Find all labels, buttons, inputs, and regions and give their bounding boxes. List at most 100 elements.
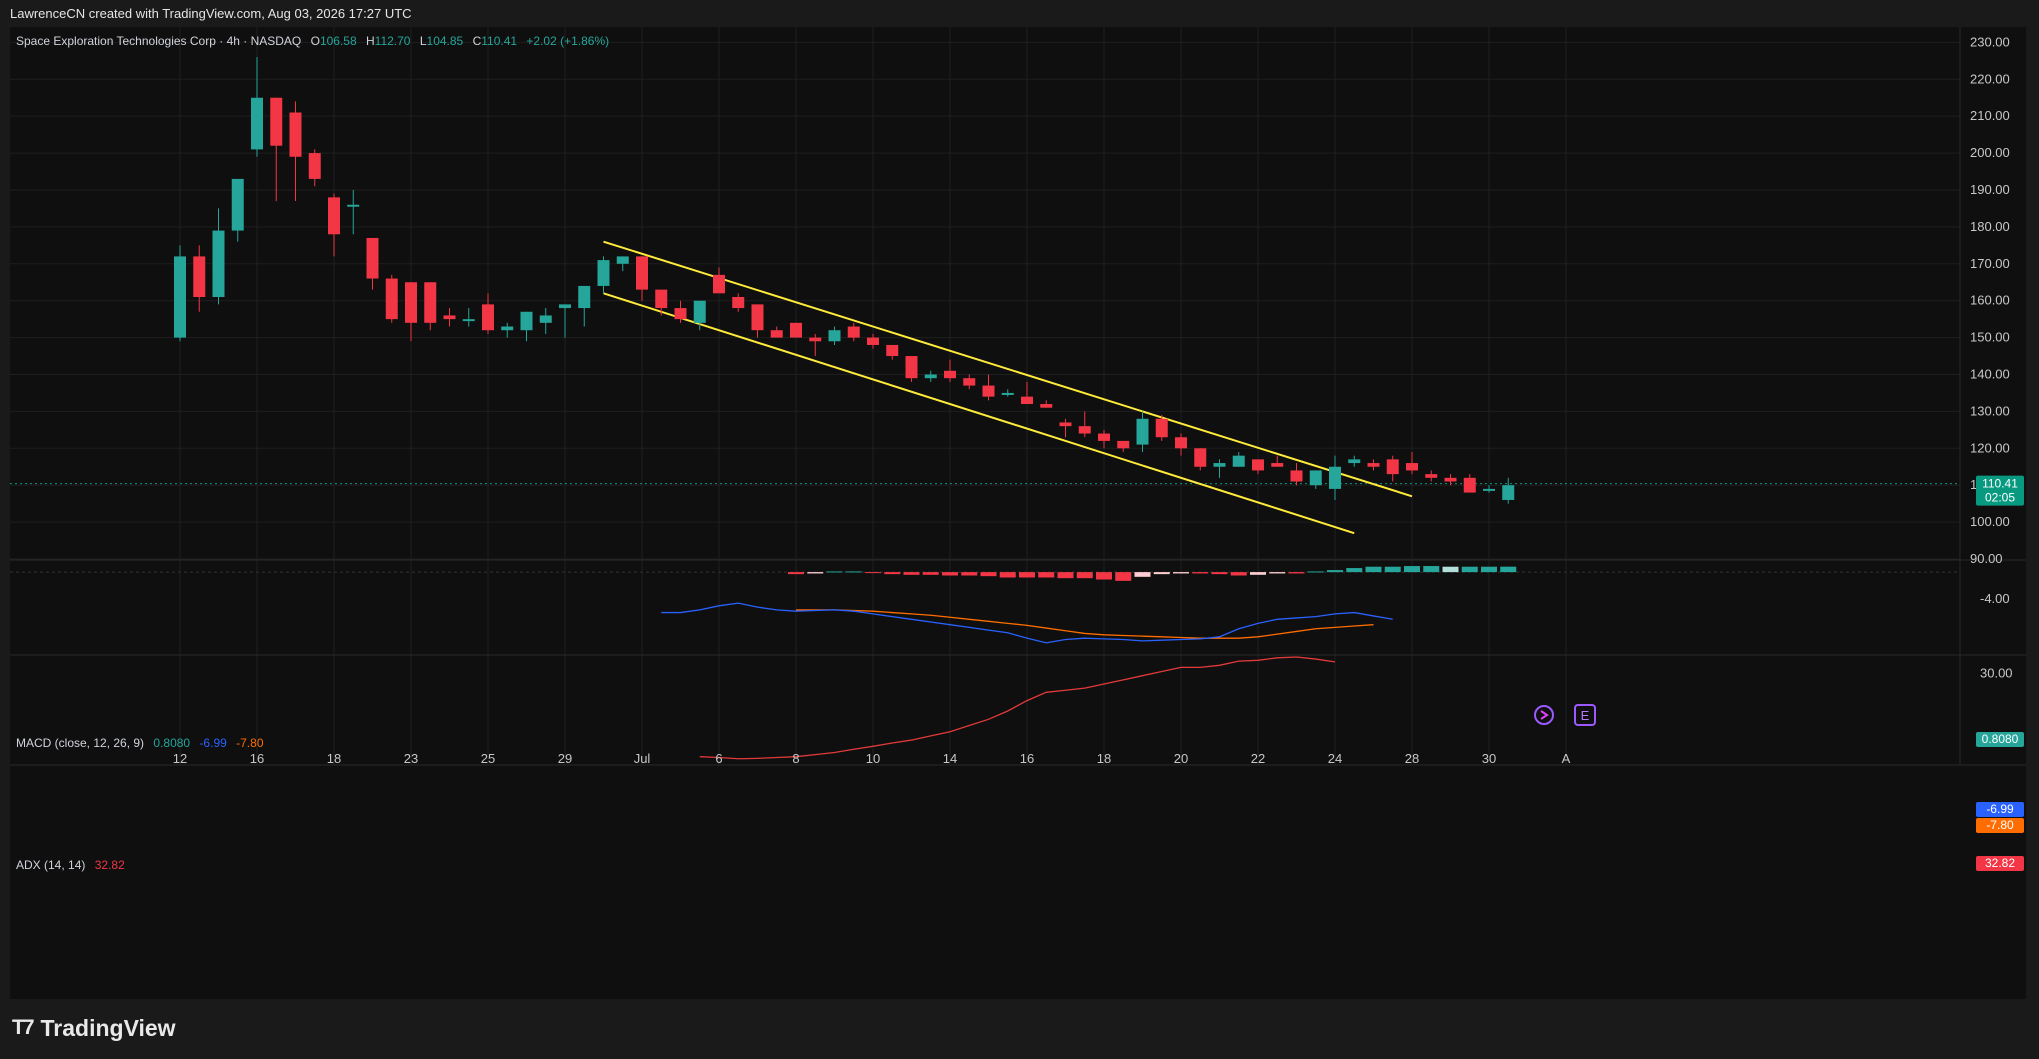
macd-histogram-bar: [884, 572, 901, 575]
macd-histogram-bar: [1038, 572, 1055, 578]
candle-body: [809, 337, 822, 342]
candle-body: [790, 322, 802, 338]
time-tick-label: 10: [866, 751, 880, 766]
price-axis[interactable]: 230.00 220.00 210.00 200.00 190.00 180.00 170.…: [1970, 34, 2013, 680]
candle-body: [193, 256, 206, 297]
candle-body: [308, 153, 321, 179]
candle-body: [1483, 488, 1495, 491]
adx-pane: [699, 656, 1336, 760]
candle-body: [944, 370, 956, 379]
candle-body: [1252, 459, 1264, 471]
adx-title[interactable]: ADX (14, 14): [16, 858, 85, 872]
candle-body: [1271, 463, 1284, 467]
macd-histogram-bar: [1019, 572, 1035, 578]
macd-title[interactable]: MACD (close, 12, 26, 9): [16, 736, 144, 750]
time-axis[interactable]: 12 16 18 23 25 29 Jul 6 8 10 14 16 18 20 22 24 28 30 A: [173, 751, 1571, 766]
open-value: 106.58: [320, 34, 357, 48]
candle-body: [693, 300, 706, 323]
time-tick-label: 16: [250, 751, 264, 766]
time-tick-label: 8: [792, 751, 799, 766]
candle-body: [1309, 470, 1322, 486]
candle-body: [385, 278, 398, 320]
candle-body: [924, 374, 937, 379]
candle-body: [328, 197, 340, 235]
tradingview-logo-text: TradingView: [40, 1014, 176, 1041]
high-value: 112.70: [375, 34, 411, 48]
svg-text:Space Exploration Technologies: Space Exploration Technologies Corp · 4h…: [16, 34, 609, 48]
earnings-event-icon[interactable]: E: [1574, 704, 1596, 726]
tradingview-logo[interactable]: T7 TradingView: [12, 1013, 176, 1043]
candle-body: [905, 356, 918, 379]
price-tick-label: 210.00: [1970, 108, 2010, 123]
candle-body: [270, 97, 283, 146]
candle-body: [828, 330, 841, 342]
time-tick-label: 12: [173, 751, 187, 766]
macd-histogram-bar: [1327, 570, 1343, 573]
candle-body: [616, 256, 629, 264]
change-value: +2.02 (+1.86%): [526, 34, 609, 48]
candle-body: [501, 326, 514, 331]
dividend-event-icon[interactable]: [1534, 705, 1554, 725]
macd-histogram-bar: [1423, 566, 1440, 573]
adx-line: [699, 656, 1336, 760]
adx-tag-label: 32.82: [1985, 856, 2015, 870]
price-tick-label: 120.00: [1970, 440, 2010, 455]
chart-canvas[interactable]: 230.00 220.00 210.00 200.00 190.00 180.00 170.…: [10, 27, 2026, 999]
time-tick-label: 18: [327, 751, 341, 766]
macd-histogram-bar: [1173, 572, 1189, 574]
macd-histogram-bar: [1115, 572, 1132, 581]
adx-value: 32.82: [95, 858, 125, 872]
time-tick-label: 20: [1174, 751, 1188, 766]
macd-histogram-bar: [1404, 566, 1420, 573]
candle-body: [1386, 459, 1399, 475]
channel-lines[interactable]: [603, 240, 1413, 535]
bar-countdown-label: 02:05: [1985, 491, 2015, 505]
macd-histogram-bar: [1307, 571, 1324, 573]
candle-body: [443, 315, 456, 320]
candle-body: [1059, 422, 1072, 427]
price-tick-label: 180.00: [1970, 219, 2010, 234]
macd-histogram-bar: [1153, 572, 1170, 575]
macd-histogram-bar: [865, 572, 881, 574]
macd-histogram-bar: [961, 572, 978, 576]
candle-body: [1367, 463, 1380, 467]
price-tick-label: 230.00: [1970, 34, 2010, 49]
grid: [10, 27, 2026, 766]
candle-body: [770, 330, 783, 338]
close-value: 110.41: [481, 34, 517, 48]
macd-histogram-bar: [942, 572, 958, 576]
macd-histogram-bar: [922, 572, 939, 575]
candle-body: [1290, 470, 1303, 482]
adx-tag: 32.82: [1976, 856, 2024, 871]
price-tick-label: 220.00: [1970, 71, 2010, 86]
time-tick-label: 23: [404, 751, 418, 766]
macd-histogram-bar: [1057, 572, 1074, 579]
macd-histogram-bar: [1096, 572, 1112, 580]
candle-body: [751, 304, 764, 331]
macd-histogram-bar: [845, 571, 862, 573]
macd-histogram-bar: [826, 571, 843, 573]
adx-tick-label: 30.00: [1980, 666, 2013, 681]
time-tick-label: A: [1562, 751, 1571, 766]
channel-upper-line: [603, 240, 1413, 498]
symbol-title[interactable]: Space Exploration Technologies Corp · 4h…: [16, 34, 301, 48]
earnings-letter: E: [1581, 708, 1590, 723]
candle-body: [963, 378, 976, 386]
candle-body: [366, 237, 379, 279]
tradingview-logo-icon: T7: [12, 1016, 34, 1039]
candle-body: [1213, 463, 1226, 467]
macd-pane: [10, 566, 1960, 644]
candle-body: [1444, 477, 1457, 482]
price-tick-label: 160.00: [1970, 293, 2010, 308]
macd-histogram-bar: [903, 572, 920, 575]
low-label: L: [420, 34, 427, 48]
price-tick-label: 90.00: [1970, 551, 2003, 566]
macd-histogram-bar: [1134, 572, 1151, 577]
candle-body: [231, 178, 244, 231]
chart-credit: LawrenceCN created with TradingView.com,…: [10, 6, 412, 21]
chart-frame[interactable]: 230.00 220.00 210.00 200.00 190.00 180.00 170.…: [10, 27, 2026, 999]
macd-histogram-bar: [1192, 572, 1209, 574]
candle-body: [289, 112, 302, 157]
svg-text:MACD (close, 12, 26, 9): MACD (close, 12, 26, 9) 0.8080 -6.99 -7.…: [16, 736, 264, 750]
candle-body: [1117, 440, 1130, 449]
